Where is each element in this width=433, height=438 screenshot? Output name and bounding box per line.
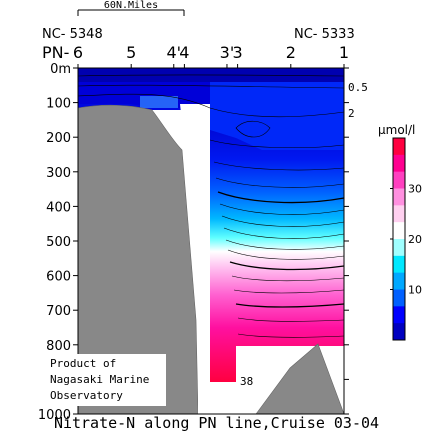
white-gap-patch xyxy=(180,104,210,140)
depth-tick-label: 700 xyxy=(46,304,71,319)
depth-tick-label: 500 xyxy=(46,235,71,250)
station-axis: 6 5 4'4 3'3 2 1 xyxy=(73,43,349,68)
colorbar-cells xyxy=(392,137,406,341)
colorbar-cell xyxy=(393,239,405,257)
colorbar-cell xyxy=(393,205,405,223)
light-blue-patch xyxy=(140,96,178,108)
colorbar-unit: μmol/l xyxy=(378,123,415,137)
shelf-slope-floor xyxy=(77,104,199,415)
depth-tick-label: 100 xyxy=(46,97,71,112)
colorbar-cell xyxy=(393,222,405,240)
station-label: 4 xyxy=(179,43,189,62)
contour-lines xyxy=(77,74,345,338)
contour-line xyxy=(227,249,345,260)
colorbar-cell xyxy=(393,138,405,156)
credit-line-3: Observatory xyxy=(50,389,123,402)
blank-gap-lower xyxy=(210,382,236,414)
colorbar-tick-label: 10 xyxy=(408,284,422,297)
depth-tick-label: 600 xyxy=(46,270,71,285)
depth-tick-label: 400 xyxy=(46,200,71,215)
contour-line xyxy=(77,84,345,89)
left-station-code: NC- 5348 xyxy=(42,27,103,42)
contour-line xyxy=(219,203,345,215)
contour-label: 2 xyxy=(348,107,355,120)
colorbar-ticks: 30 20 10 xyxy=(390,183,422,297)
depth-tick-label: 800 xyxy=(46,339,71,354)
credit-box: Product of Nagasaki Marine Observatory xyxy=(46,354,166,406)
station-label: 2 xyxy=(286,43,296,62)
contour-labels: 0.5 2 38 xyxy=(240,81,368,388)
depth-tick-label: 0m xyxy=(50,62,71,77)
contour-line xyxy=(225,239,345,250)
colorbar-cell xyxy=(393,323,405,341)
depth-tick-label: 200 xyxy=(46,131,71,146)
contour-line xyxy=(209,139,345,149)
contour-label: 38 xyxy=(240,375,253,388)
station-label: 3 xyxy=(233,43,243,62)
station-label: 5 xyxy=(126,43,136,62)
colorbar-tick-label: 30 xyxy=(408,183,422,196)
section-field xyxy=(78,68,344,382)
contour-line xyxy=(229,261,345,271)
contour-line xyxy=(215,177,345,188)
station-label: 4' xyxy=(166,43,181,62)
colorbar: μmol/l 30 20 10 xyxy=(378,123,422,341)
contour-line xyxy=(231,275,345,282)
station-label: 3' xyxy=(220,43,235,62)
right-station-code: NC- 5333 xyxy=(294,27,355,42)
blank-gap xyxy=(198,140,210,414)
line-prefix: PN- xyxy=(42,43,69,62)
contour-line xyxy=(77,93,345,118)
blue-core xyxy=(210,68,344,150)
contour-line xyxy=(233,289,345,294)
contour-line xyxy=(235,120,271,138)
colorbar-cell xyxy=(393,272,405,290)
colorbar-tick-label: 20 xyxy=(408,233,422,246)
credit-line-1: Product of xyxy=(50,357,117,370)
colorbar-cell xyxy=(393,289,405,307)
contour-label: 0.5 xyxy=(348,81,368,94)
contour-line xyxy=(213,161,345,171)
colorbar-cell xyxy=(393,188,405,206)
scale-bar-label: 60N.Miles xyxy=(104,0,158,11)
depth-tick-label: 300 xyxy=(46,166,71,181)
station-label: 6 xyxy=(73,43,83,62)
contour-line xyxy=(221,215,345,227)
colorbar-cell xyxy=(393,154,405,173)
deep-water-field xyxy=(210,110,344,382)
contour-line xyxy=(77,74,345,77)
scale-bar: 60N.Miles xyxy=(77,0,185,16)
colorbar-cell xyxy=(393,255,405,274)
station-label: 1 xyxy=(339,43,349,62)
colorbar-cell xyxy=(393,171,405,189)
colorbar-cell xyxy=(393,306,405,324)
chart-title: Nitrate-N along PN line,Cruise 03-04 xyxy=(53,414,380,432)
contour-line xyxy=(237,333,345,338)
depth-tick-label: 1000 xyxy=(38,408,71,423)
contour-line xyxy=(237,317,345,322)
credit-line-2: Nagasaki Marine xyxy=(50,373,150,386)
contour-line xyxy=(235,303,345,308)
contour-line xyxy=(223,227,345,239)
contour-line xyxy=(217,191,345,204)
